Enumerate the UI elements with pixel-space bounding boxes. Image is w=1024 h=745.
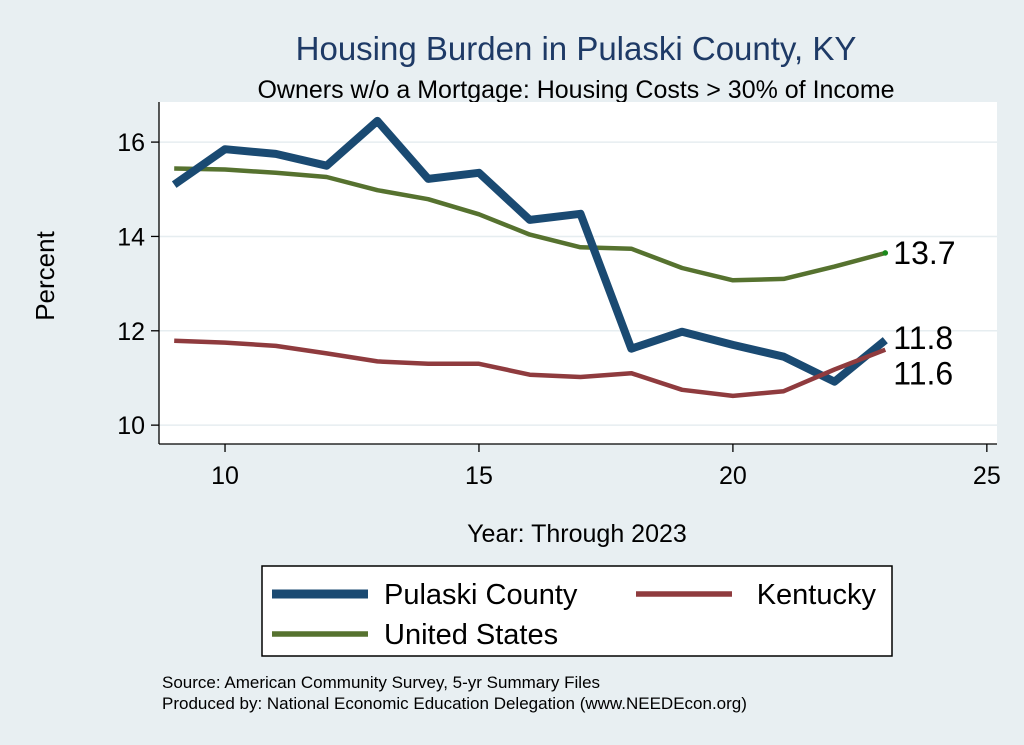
grid	[159, 141, 997, 426]
x-axis-title: Year: Through 2023	[467, 520, 687, 548]
x-tick-label: 20	[719, 462, 747, 490]
source-note: Source: American Community Survey, 5-yr …	[162, 673, 600, 692]
chart-subtitle: Owners w/o a Mortgage: Housing Costs > 3…	[257, 76, 894, 104]
produced-by-note: Produced by: National Economic Education…	[162, 694, 747, 713]
legend-box	[261, 565, 893, 657]
y-tick-label: 10	[117, 412, 145, 440]
end-label-pulaski-county: 11.8	[893, 320, 953, 356]
legend: Pulaski County Kentucky United States	[261, 565, 893, 657]
chart-title: Housing Burden in Pulaski County, KY	[296, 30, 857, 67]
y-tick-label: 16	[117, 129, 145, 157]
y-ticks: 10 12 14 16	[117, 129, 159, 440]
y-tick-label: 12	[117, 318, 145, 346]
x-tick-label: 10	[211, 462, 239, 490]
end-label-kentucky: 11.6	[893, 356, 953, 392]
legend-label: Pulaski County	[384, 579, 578, 611]
series-line-pulaski-county	[171, 116, 888, 386]
x-tick-label: 15	[465, 462, 493, 490]
series-lines	[171, 116, 888, 399]
legend-label: Kentucky	[757, 579, 877, 611]
legend-label: United States	[384, 619, 558, 651]
x-ticks: 10 15 20 25	[211, 444, 1001, 490]
series-line-kentucky	[174, 338, 887, 399]
end-point-marker	[882, 250, 889, 256]
axes	[158, 102, 997, 445]
end-labels: 11.811.6 13.7	[882, 235, 956, 392]
legend-items: Pulaski County Kentucky United States	[272, 579, 876, 651]
end-label-united-states: 13.7	[893, 235, 955, 271]
series-line-united-states	[174, 166, 886, 283]
x-tick-label: 25	[973, 462, 1001, 490]
y-axis-title: Percent	[30, 230, 60, 320]
y-tick-label: 14	[117, 223, 145, 251]
